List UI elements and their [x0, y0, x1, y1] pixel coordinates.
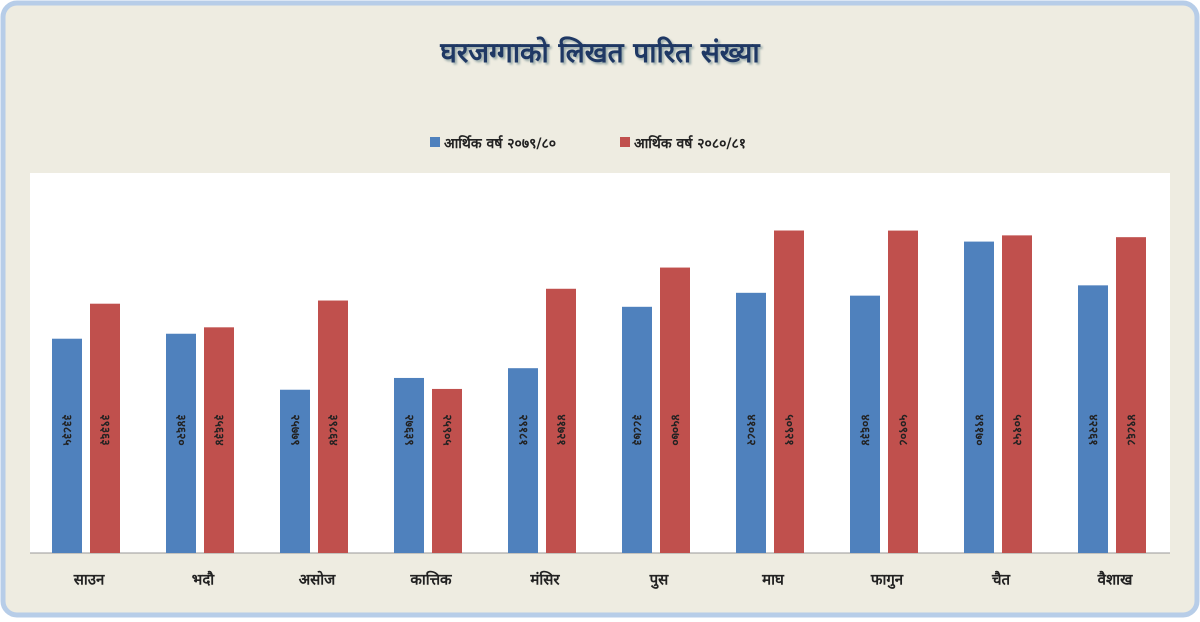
bar	[166, 333, 196, 553]
bar	[660, 267, 690, 553]
chart-title: घरजग्गाको लिखत पारित संख्या	[439, 36, 761, 69]
bar	[90, 303, 120, 553]
data-label: ४२२६१	[1087, 414, 1101, 445]
x-tick-label: साउन	[73, 571, 105, 589]
legend-swatch	[430, 137, 440, 147]
x-tick-label: असोज	[299, 571, 336, 589]
bar	[1002, 235, 1032, 553]
x-tick-label: कात्तिक	[409, 571, 453, 589]
data-label: ४५०७०	[669, 414, 683, 445]
x-tick-label: पुस	[649, 571, 670, 590]
data-label: ३९८६४	[327, 414, 341, 445]
bar	[432, 388, 462, 553]
bar	[318, 300, 348, 553]
data-label: ४०६३४	[859, 414, 873, 445]
bar	[622, 306, 652, 553]
bar	[888, 230, 918, 553]
x-tick-label: माघ	[761, 571, 785, 589]
data-label: ४१७२१	[555, 414, 569, 445]
data-label: ३८८७३	[631, 414, 645, 445]
legend-swatch	[620, 137, 630, 147]
data-label: ५०९०८	[897, 414, 911, 445]
data-label: ५०९२१	[783, 414, 797, 445]
bar	[774, 230, 804, 553]
data-label: ३४६२०	[175, 414, 189, 445]
data-label: २७६३९	[403, 414, 417, 445]
bar	[736, 292, 766, 553]
data-label: ३९३६३	[99, 414, 113, 445]
bar	[204, 327, 234, 553]
x-tick-label: मंसिर	[529, 571, 560, 589]
legend-label: आर्थिक वर्ष २०७९/८०	[444, 135, 556, 152]
bar	[394, 377, 424, 553]
data-label: २५९०५	[441, 414, 455, 445]
data-label: २५७७९	[289, 414, 303, 445]
data-label: ३३८३५	[61, 414, 75, 445]
bar	[508, 368, 538, 553]
data-label: ४१०८२	[745, 414, 759, 445]
x-tick-label: चैत	[991, 571, 1012, 589]
bar	[850, 295, 880, 553]
legend-label: आर्थिक वर्ष २०८०/८१	[634, 135, 746, 152]
bar	[1078, 285, 1108, 553]
bar	[280, 389, 310, 553]
bar	[1116, 237, 1146, 554]
x-tick-label: फागुन	[870, 571, 904, 590]
data-label: ३५६३४	[213, 414, 227, 445]
data-label: २९१८१	[517, 414, 531, 445]
data-label: ४९१७०	[973, 414, 987, 445]
x-tick-label: वैशाख	[1097, 571, 1133, 589]
data-label: ५०१५२	[1011, 414, 1025, 445]
x-tick-label: भदौ	[192, 571, 216, 589]
bar	[52, 338, 82, 553]
bar	[546, 288, 576, 553]
bar	[964, 241, 994, 553]
data-label: ४९८६८	[1125, 414, 1139, 445]
plot-area	[30, 173, 1170, 553]
